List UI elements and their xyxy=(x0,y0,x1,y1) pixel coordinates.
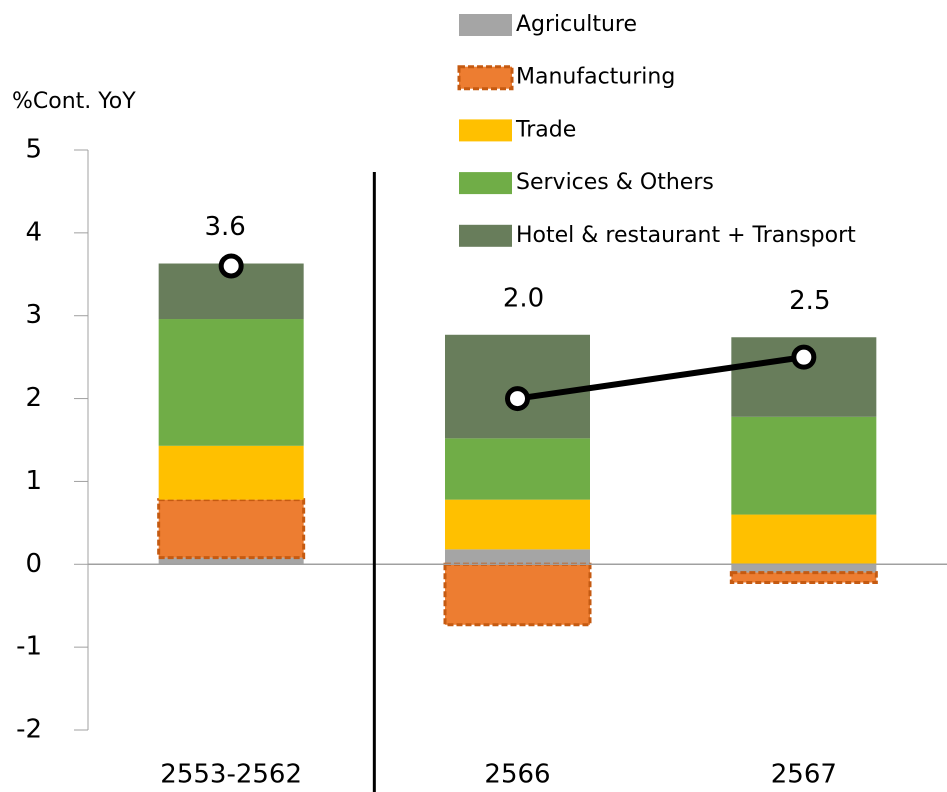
y-tick-label: -2 xyxy=(16,715,42,745)
x-tick-label: 2566 xyxy=(484,760,550,790)
legend-label: Services & Others xyxy=(516,170,714,195)
legend-label: Manufacturing xyxy=(516,65,675,90)
data-label: 2.0 xyxy=(503,283,544,313)
bar-segment xyxy=(731,514,877,565)
x-tick-label: 2567 xyxy=(771,760,837,790)
y-tick-label: 2 xyxy=(25,383,42,413)
y-axis-label: %Cont. YoY xyxy=(12,89,136,114)
legend-swatch xyxy=(459,224,512,247)
legend-label: Agriculture xyxy=(516,12,637,37)
y-tick-label: 1 xyxy=(25,466,42,496)
x-tick-label: 2553-2562 xyxy=(160,760,302,790)
legend-swatch xyxy=(459,14,512,36)
bar-segment xyxy=(445,499,590,550)
line-marker xyxy=(505,386,530,412)
line-marker xyxy=(218,253,244,279)
bar-segment xyxy=(158,445,304,500)
legend-swatch xyxy=(459,172,512,195)
data-label: 3.6 xyxy=(204,212,245,242)
bar-segment xyxy=(443,562,592,627)
y-tick-label: 0 xyxy=(25,549,42,579)
bar-segment xyxy=(158,557,304,565)
line xyxy=(517,354,805,402)
y-tick-label: -1 xyxy=(16,632,42,662)
legend-label: Trade xyxy=(515,117,576,142)
legend-label: Hotel & restaurant + Transport xyxy=(516,223,856,248)
bar-segment xyxy=(157,498,306,560)
bar-segment xyxy=(731,564,877,573)
bar-segment xyxy=(729,571,878,585)
bar-segment xyxy=(731,416,877,515)
line-marker xyxy=(791,344,817,370)
y-tick-label: 5 xyxy=(25,135,42,165)
bar-segment xyxy=(445,438,590,500)
bar-segment xyxy=(158,319,304,446)
legend-swatch xyxy=(457,65,514,91)
legend-swatch xyxy=(459,119,512,142)
y-tick-label: 4 xyxy=(25,217,42,247)
data-label: 2.5 xyxy=(789,286,830,316)
bar-segment xyxy=(445,549,590,565)
y-tick-label: 3 xyxy=(25,300,42,330)
